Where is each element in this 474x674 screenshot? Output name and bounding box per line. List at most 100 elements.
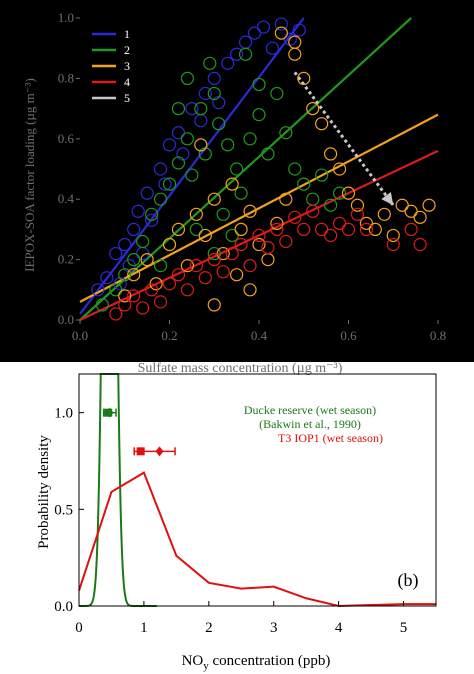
bottom-markers — [102, 407, 176, 457]
fit-line-series-2 — [79, 17, 412, 321]
bottom-x-axis-label: NOy concentration (ppb) — [182, 653, 331, 672]
scatter-point-series-2 — [315, 168, 329, 182]
scatter-point-series-1 — [171, 126, 186, 140]
top-legend: 1 2 3 4 5 — [92, 27, 130, 105]
top-y-tick-label: 0.4 — [58, 191, 75, 206]
scatter-point-series-4 — [332, 216, 347, 230]
scatter-point-series-1 — [274, 17, 288, 31]
legend-label-1: 1 — [124, 27, 130, 41]
scatter-point-series-4 — [315, 222, 329, 236]
top-x-tick-label: 0.8 — [430, 328, 446, 343]
bottom-x-tick-label: 5 — [400, 620, 408, 636]
scatter-point-series-1 — [198, 86, 212, 101]
scatter-point-series-1 — [207, 71, 221, 86]
scatter-point-series-2 — [243, 132, 257, 146]
scatter-point-series-4 — [243, 259, 257, 273]
scatter-point-series-4 — [270, 222, 284, 236]
scatter-point-series-2 — [230, 162, 244, 176]
legend-label-3: 3 — [124, 59, 130, 73]
scatter-point-series-3 — [189, 207, 203, 221]
scatter-point-series-4 — [252, 228, 266, 243]
top-y-axis-label: IEPOX-SOA factor loading (µg m⁻³) — [22, 78, 37, 272]
scatter-point-series-4 — [127, 289, 141, 303]
top-y-tick-label: 0.0 — [58, 312, 74, 327]
legend-label-4: 4 — [124, 75, 130, 89]
scatter-point-series-2 — [194, 101, 208, 116]
scatter-point-series-3 — [198, 228, 212, 243]
scatter-point-series-3 — [230, 268, 244, 282]
legend-t3-label: T3 IOP1 (wet season) — [278, 431, 383, 445]
scatter-point-series-2 — [252, 77, 266, 92]
scatter-point-series-4 — [198, 271, 212, 285]
scatter-point-series-4 — [180, 283, 194, 297]
scatter-point-series-3 — [422, 198, 436, 212]
legend-label-2: 2 — [124, 43, 130, 57]
top-fit-lines — [79, 17, 439, 321]
scatter-point-series-3 — [207, 192, 221, 206]
scatter-point-series-3 — [288, 35, 302, 49]
top-y-tick-label: 0.6 — [58, 131, 75, 146]
scatter-point-series-3 — [171, 222, 186, 236]
x-label-subscript: y — [203, 660, 209, 672]
scatter-point-series-4 — [153, 295, 168, 309]
scatter-point-series-1 — [158, 177, 172, 191]
scatter-point-series-1 — [127, 222, 141, 236]
scatter-point-series-3 — [194, 138, 208, 152]
scatter-point-series-2 — [185, 168, 199, 182]
scatter-point-series-2 — [180, 132, 194, 146]
scatter-point-series-1 — [91, 283, 105, 297]
top-y-tick-label: 1.0 — [58, 10, 74, 25]
scatter-point-series-3 — [243, 204, 257, 218]
t3-distribution-curve — [78, 471, 436, 608]
scatter-point-series-4 — [359, 222, 373, 236]
scatter-point-series-3 — [332, 162, 347, 176]
scatter-point-series-4 — [306, 204, 320, 218]
scatter-point-series-1 — [145, 213, 159, 227]
top-x-tick-label: 0.2 — [161, 328, 177, 343]
scatter-point-series-2 — [225, 228, 239, 243]
scatter-point-series-2 — [270, 86, 284, 101]
scatter-point-series-3 — [306, 101, 320, 116]
scatter-point-series-4 — [216, 265, 230, 279]
scatter-point-series-4 — [341, 222, 356, 236]
bottom-x-tick-label: 1 — [140, 620, 148, 636]
bottom-x-tick-label: 2 — [205, 620, 213, 636]
scatter-point-series-2 — [171, 156, 186, 170]
x-label-rest: concentration (ppb) — [209, 653, 331, 669]
scatter-point-series-2 — [221, 138, 235, 152]
bottom-legend: Ducke reserve (wet season) (Bakwin et al… — [244, 403, 383, 445]
scatter-point-series-3 — [207, 298, 221, 312]
top-y-tick-label: 0.2 — [58, 252, 74, 267]
scatter-point-series-1 — [230, 47, 244, 61]
fit-line-series-4 — [79, 149, 439, 321]
scatter-point-series-1 — [162, 138, 177, 152]
t3-median-marker — [136, 447, 145, 456]
scatter-point-series-4 — [225, 246, 239, 261]
scatter-point-series-3 — [404, 204, 418, 218]
bottom-panel-probability: 0 1 2 3 4 5 0.0 0.5 1.0 Ducke reserve (wet seaso… — [36, 373, 437, 672]
arrow-head-series-5 — [381, 192, 394, 206]
scatter-point-series-3 — [395, 198, 409, 212]
x-label-main: NO — [182, 653, 204, 669]
scatter-point-series-2 — [212, 117, 226, 131]
scatter-point-series-1 — [256, 20, 271, 34]
scatter-point-series-1 — [292, 23, 306, 37]
scatter-point-series-2 — [95, 298, 109, 312]
bottom-y-tick-label: 1.0 — [54, 406, 73, 422]
scatter-point-series-4 — [109, 307, 123, 321]
fit-line-series-1 — [79, 17, 305, 315]
scatter-point-series-1 — [131, 204, 145, 218]
scatter-point-series-3 — [368, 222, 382, 236]
scatter-point-series-4 — [207, 253, 221, 267]
scatter-point-series-2 — [261, 147, 275, 161]
scatter-point-series-2 — [145, 207, 159, 221]
t3-mean-marker — [155, 446, 164, 457]
scatter-point-series-2 — [207, 246, 221, 261]
ducke-gaussian-curve — [79, 373, 157, 607]
scatter-point-series-3 — [118, 289, 132, 303]
scatter-point-series-2 — [153, 259, 168, 273]
scatter-point-series-3 — [359, 216, 373, 230]
fit-line-series-3 — [79, 113, 439, 303]
scatter-point-series-2 — [252, 108, 266, 122]
